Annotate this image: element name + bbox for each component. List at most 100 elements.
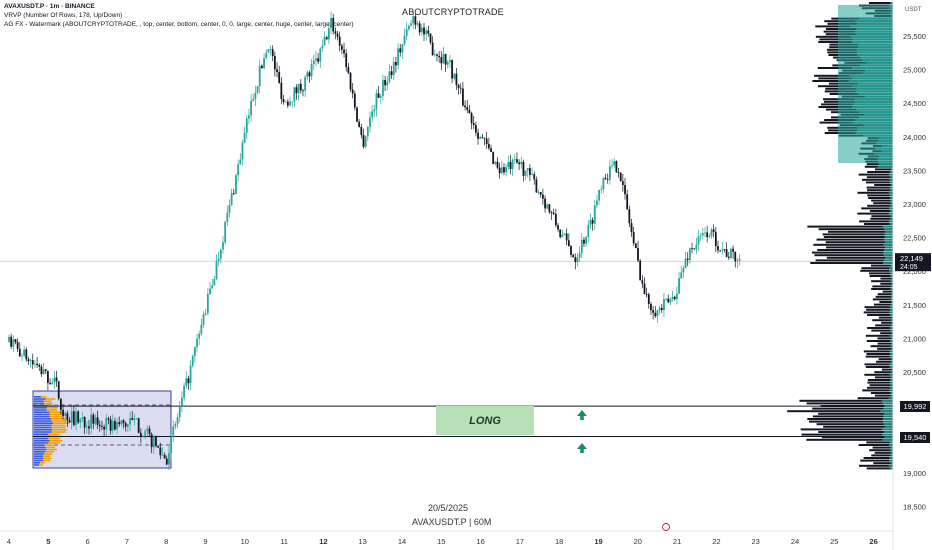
watermark-indicator-label[interactable]: AG FX - Watermark (ABOUTCRYPTOTRADE, , t…	[4, 21, 354, 28]
candle-body	[362, 134, 365, 147]
candle-body	[533, 174, 536, 180]
candle-body	[293, 87, 296, 102]
value-area-highlight	[838, 5, 893, 163]
volume-profile-bar	[871, 199, 893, 202]
candle-body	[297, 83, 300, 94]
candle-body	[16, 342, 19, 349]
volume-profile-bar	[874, 451, 893, 454]
candle-body	[163, 454, 166, 459]
volume-profile-bar-up	[890, 392, 893, 394]
candle-body	[580, 239, 583, 254]
volume-profile-bar	[859, 220, 893, 223]
volume-profile-bar-up	[889, 178, 893, 181]
volume-profile-bar	[861, 207, 893, 210]
volume-profile-bar	[874, 376, 893, 379]
candle-body	[142, 435, 144, 437]
x-tick-label: 25	[830, 537, 838, 546]
candle-body	[570, 246, 572, 255]
volume-profile-bar	[871, 454, 893, 457]
volume-profile-bar-up	[884, 431, 893, 433]
candle-body	[375, 93, 378, 110]
volume-profile-bar-up	[891, 316, 893, 319]
event-marker-icon[interactable]	[662, 523, 670, 531]
volume-profile-bar-up	[889, 311, 893, 314]
candle-body	[524, 170, 527, 176]
volume-profile-bar	[870, 345, 893, 348]
candle-body	[399, 48, 402, 53]
volume-profile-bar-up	[882, 433, 893, 436]
candle-body	[444, 54, 447, 65]
range-profile-bar-down	[44, 444, 54, 446]
volume-profile-bar-up	[884, 246, 893, 249]
candle-body	[688, 248, 691, 260]
candle-body	[449, 60, 451, 63]
candle-body	[717, 246, 719, 251]
volume-profile-bar-up	[890, 275, 893, 277]
candle-body	[245, 118, 248, 133]
range-profile-bar-down	[49, 411, 62, 413]
candle-body	[438, 55, 441, 58]
price-axis[interactable]	[893, 0, 932, 550]
candle-body	[193, 347, 196, 356]
y-tick-label: 25,000	[903, 66, 926, 75]
candle-body	[38, 364, 41, 367]
candle-body	[596, 200, 598, 206]
candle-body	[606, 179, 609, 180]
volume-profile-bar-up	[891, 282, 893, 285]
candle-body	[598, 189, 600, 201]
candle-body	[656, 310, 659, 317]
candle-body	[738, 258, 741, 261]
volume-profile-bar-up	[889, 269, 893, 272]
candle-body	[103, 426, 106, 430]
candle-body	[723, 249, 726, 250]
volume-profile-bar	[828, 230, 893, 233]
current-price-badge	[895, 253, 931, 272]
range-profile-bar-up	[34, 420, 52, 422]
candle-body	[669, 299, 672, 303]
candle-body	[578, 253, 581, 258]
volume-profile-bar	[822, 233, 893, 236]
candle-body	[613, 161, 616, 166]
candle-body	[90, 414, 93, 429]
candle-body	[131, 418, 134, 421]
candle-body	[260, 65, 263, 69]
candle-body	[554, 213, 557, 226]
volume-profile-bar	[864, 306, 893, 309]
x-tick-label: 10	[241, 537, 249, 546]
candle-body	[157, 446, 160, 448]
volume-profile-bar	[859, 464, 893, 467]
volume-profile-bar-up	[889, 334, 893, 337]
volume-profile-bar	[881, 321, 893, 324]
candle-body	[485, 138, 488, 144]
volume-profile-bar	[866, 176, 893, 179]
up-arrow-icon	[577, 410, 587, 416]
candle-body	[684, 258, 687, 269]
candle-body	[72, 411, 75, 426]
vrvp-indicator-label[interactable]: VRVP (Number Of Rows, 178, Up/Down)	[4, 12, 123, 19]
volume-profile-bar-up	[890, 288, 893, 290]
candle-body	[280, 82, 283, 100]
candle-body	[271, 49, 274, 56]
candle-body	[353, 93, 356, 108]
volume-profile-bar	[871, 329, 893, 332]
candle-body	[676, 293, 678, 300]
candle-body	[189, 365, 192, 384]
volume-profile-bar	[867, 379, 893, 381]
volume-profile-bar-up	[885, 230, 893, 233]
candle-body	[340, 45, 343, 50]
candle-body	[602, 177, 605, 190]
candle-body	[639, 260, 642, 281]
candle-body	[420, 27, 423, 33]
candle-body	[64, 413, 67, 416]
range-profile-bar-up	[34, 407, 47, 409]
candle-body	[468, 109, 471, 114]
range-profile-bar-up	[34, 433, 48, 435]
volume-profile-bar	[882, 290, 893, 293]
candle-body	[284, 101, 287, 103]
candle-body	[70, 411, 73, 423]
candle-body	[289, 101, 291, 106]
candle-body	[546, 204, 549, 209]
candle-body	[617, 172, 620, 173]
volume-profile-bar	[873, 202, 893, 205]
